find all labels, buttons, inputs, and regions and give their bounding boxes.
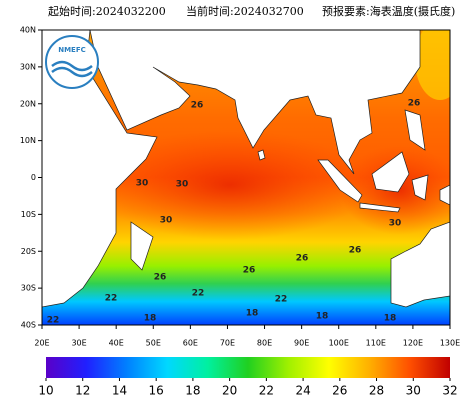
logo-ring: [45, 35, 99, 89]
colorbar-label: 26: [332, 384, 347, 398]
contour-label: 22: [275, 295, 288, 305]
colorbar-label: 32: [442, 384, 457, 398]
lon-labels: 20E 30E 40E 50E 60E 70E 80E 90E 100E 110E 120E 130E: [34, 325, 460, 348]
lat-label: 20S: [21, 247, 36, 256]
colorbar-label: 16: [149, 384, 164, 398]
lon-label: 120E: [403, 339, 423, 348]
contour-label: 26: [154, 273, 167, 283]
contour-label: 22: [47, 316, 60, 326]
colorbar-label: 30: [406, 384, 421, 398]
lat-labels: 40N 30N 20N 10N 0 10S 20S 30S 40S: [20, 26, 42, 330]
colorbar-ticks: 10 12 14 16 18 20 22 24 26 28 30 32: [38, 378, 458, 398]
lat-label: 30N: [20, 62, 36, 71]
colorbar-label: 20: [222, 384, 237, 398]
contour-label: 22: [192, 289, 205, 299]
contour-label: 26: [349, 246, 362, 256]
lat-label: 10S: [21, 210, 36, 219]
lon-label: 50E: [146, 339, 161, 348]
contour-label: 26: [296, 254, 309, 264]
logo-text: NMEFC: [58, 46, 86, 54]
lat-label: 10N: [20, 136, 36, 145]
lon-label: 130E: [440, 339, 460, 348]
cool-sea: [415, 30, 450, 100]
contour-label: 26: [408, 99, 421, 109]
contour-label: 26: [191, 101, 204, 111]
contour-label: 30: [176, 180, 189, 190]
contour-label: 18: [144, 314, 157, 324]
colorbar-label: 22: [259, 384, 274, 398]
contour-label: 30: [136, 179, 149, 189]
contour-labels: 26 26 30 30 30 30 26 26 26 26 22 22 22 22 18 18 18 18: [47, 99, 421, 326]
contour-label: 18: [384, 314, 397, 324]
lon-label: 30E: [71, 339, 86, 348]
lon-label: 100E: [329, 339, 349, 348]
contour-label: 30: [389, 219, 402, 229]
lat-label: 0: [31, 173, 36, 182]
start-time: 起始时间:2024032200: [48, 4, 166, 18]
lon-label: 60E: [183, 339, 198, 348]
colorbar-label: 18: [185, 384, 200, 398]
lon-label: 80E: [257, 339, 272, 348]
colorbar: [46, 357, 450, 378]
current-time: 当前时间:2024032700: [186, 4, 304, 18]
warm-pool: [90, 130, 370, 240]
lat-label: 20N: [20, 99, 36, 108]
colorbar-label: 24: [295, 384, 310, 398]
contour-label: 22: [105, 294, 118, 304]
lat-label: 40N: [20, 26, 36, 35]
lat-label: 30S: [21, 284, 36, 293]
contour-label: 30: [160, 216, 173, 226]
map: 26 26 30 30 30 30 26 26 26 26 22 22 22 22 18 18 18 18: [42, 30, 450, 326]
colorbar-label: 28: [369, 384, 384, 398]
contour-label: 26: [243, 266, 256, 276]
lon-label: 40E: [109, 339, 124, 348]
contour-label: 18: [246, 309, 259, 319]
lon-label: 90E: [294, 339, 309, 348]
lon-label: 20E: [34, 339, 49, 348]
logo: NMEFC: [45, 35, 99, 89]
colorbar-label: 14: [112, 384, 127, 398]
element: 预报要素:海表温度(摄氏度): [322, 4, 455, 18]
lon-label: 70E: [220, 339, 235, 348]
logo-waves: [51, 60, 93, 78]
contour-label: 18: [316, 312, 329, 322]
colorbar-label: 10: [38, 384, 53, 398]
colorbar-label: 12: [75, 384, 90, 398]
lon-label: 110E: [366, 339, 386, 348]
land: [42, 30, 450, 308]
lat-label: 40S: [21, 321, 36, 330]
